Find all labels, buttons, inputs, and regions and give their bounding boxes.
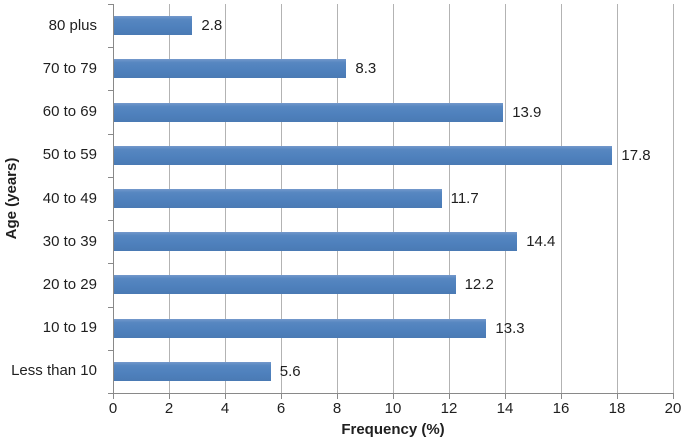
x-tick-label: 0 [108,400,118,417]
x-tick-label: 10 [384,400,402,417]
category-label: 10 to 19 [42,319,97,337]
x-tick-label: 2 [164,400,174,417]
category-label: 20 to 29 [42,275,97,293]
x-axis-line [109,393,674,394]
bar-value-label: 11.7 [450,190,479,207]
gridline [505,4,506,393]
bar-value-label: 14.4 [526,233,556,251]
bar-value-label: 12.2 [464,276,494,294]
x-tick-label: 16 [552,400,570,417]
bar [114,361,271,381]
x-tick-mark [169,393,170,399]
bar-value-label: 8.3 [355,60,377,78]
gridline [673,4,674,393]
x-tick-label: 14 [496,400,514,417]
category-label: 60 to 69 [42,103,97,121]
plot-area: 2.8 8.3 13.9 17.8 11.7 14.4 12.2 13.3 5.6 [108,4,674,399]
x-tick-labels: 0 2 4 6 8 10 12 14 16 18 20 [109,400,682,418]
x-tick-mark [281,393,282,399]
y-tick-mark [108,134,113,135]
x-tick-label: 4 [220,400,230,417]
x-tick-mark [393,393,394,399]
x-tick-label: 12 [440,400,458,417]
bar [114,318,487,338]
y-tick-mark [108,263,113,264]
x-tick-label: 6 [276,400,286,417]
category-label: 80 plus [48,16,97,34]
x-tick-mark [449,393,450,399]
bar [114,16,193,36]
category-label: Less than 10 [11,362,97,380]
x-tick-mark [561,393,562,399]
bar-value-label: 17.8 [621,146,651,164]
y-tick-mark [108,177,113,178]
bar [114,189,442,208]
category-label: 70 to 79 [42,59,97,77]
y-tick-mark [108,220,113,221]
y-tick-mark [108,307,113,308]
bar-value-label: 5.6 [279,362,301,380]
bar-value-label: 13.3 [495,319,525,337]
bar [114,59,347,79]
bar-value-label: 2.8 [201,17,223,35]
bar [114,232,518,252]
y-axis-line [113,4,114,398]
x-tick-mark [505,393,506,399]
gridline [617,4,618,393]
category-label: 50 to 59 [42,146,97,164]
y-tick-mark [108,47,113,48]
bar-value-label: 13.9 [512,103,542,121]
x-tick-mark [225,393,226,399]
gridline [561,4,562,393]
x-tick-label: 18 [608,400,626,417]
y-tick-mark [108,90,113,91]
category-label: 30 to 39 [42,232,97,250]
bar [114,145,613,165]
y-tick-mark [108,350,113,351]
category-label: 40 to 49 [42,189,97,207]
x-axis-title: Frequency (%) [341,421,445,438]
y-tick-mark [108,4,113,5]
x-tick-label: 8 [332,400,342,417]
bar [114,275,456,295]
x-tick-mark [673,393,674,399]
x-tick-label: 20 [664,400,682,417]
category-axis: 80 plus 70 to 79 60 to 69 50 to 59 40 to 49 3… [0,4,105,393]
x-tick-mark [337,393,338,399]
x-tick-mark [617,393,618,399]
gridline [449,4,450,393]
bar [114,102,504,122]
